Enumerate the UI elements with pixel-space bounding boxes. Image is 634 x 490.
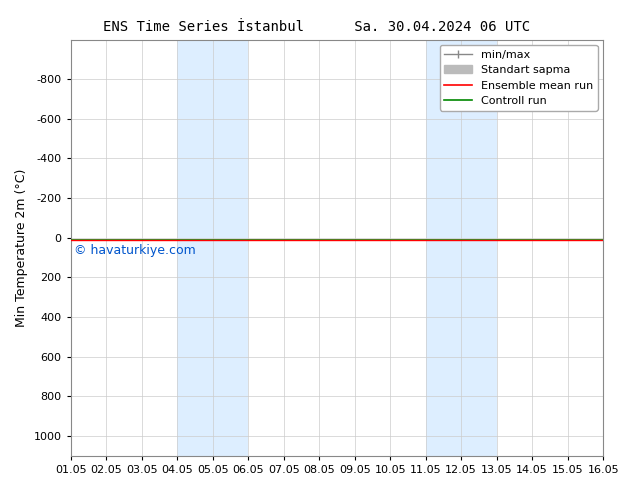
Bar — [425, 40, 496, 456]
Legend: min/max, Standart sapma, Ensemble mean run, Controll run: min/max, Standart sapma, Ensemble mean r… — [440, 45, 598, 111]
Y-axis label: Min Temperature 2m (°C): Min Temperature 2m (°C) — [15, 169, 28, 327]
Bar — [177, 40, 248, 456]
Text: ENS Time Series İstanbul      Sa. 30.04.2024 06 UTC: ENS Time Series İstanbul Sa. 30.04.2024 … — [103, 20, 531, 34]
Text: © havaturkiye.com: © havaturkiye.com — [74, 244, 196, 257]
